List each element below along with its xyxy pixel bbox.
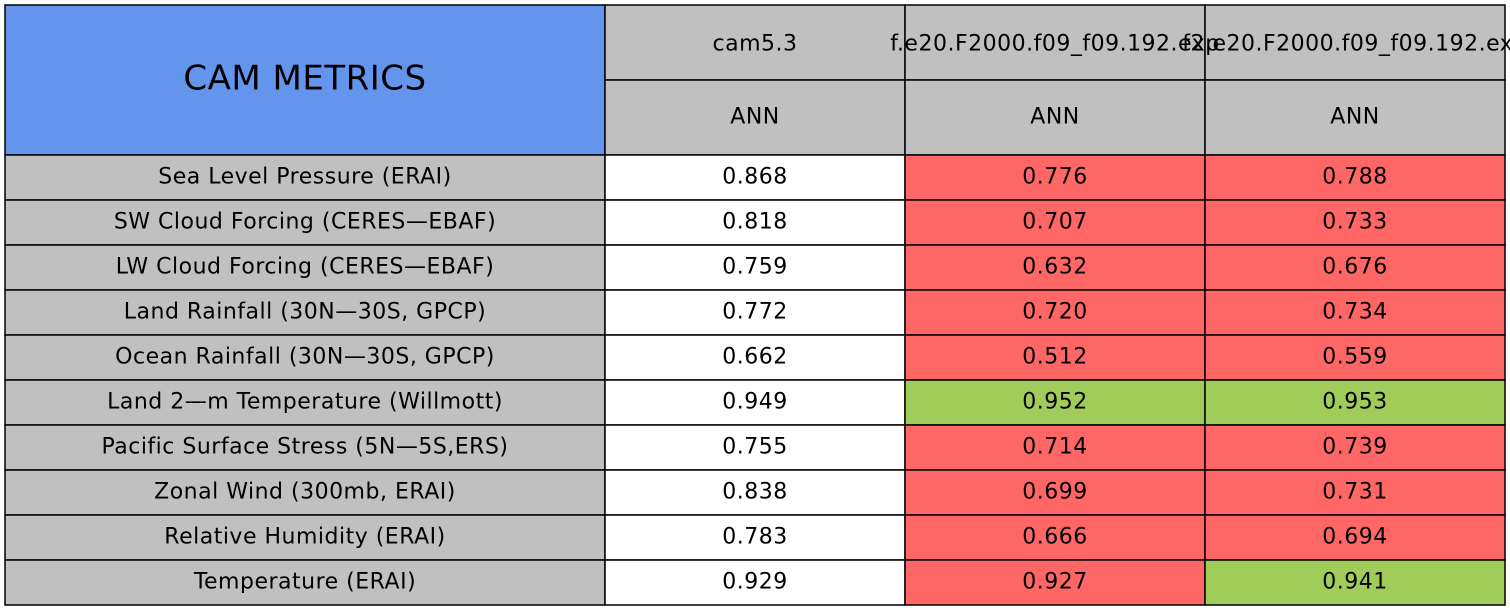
value-cell	[1204, 334, 1506, 381]
value-cell	[904, 289, 1206, 336]
value-cell	[904, 154, 1206, 201]
value: 0.734	[1322, 300, 1387, 325]
row-label: Temperature (ERAI)	[193, 570, 416, 595]
value-cell	[1204, 514, 1506, 561]
header-cell	[604, 4, 906, 81]
value-cell	[904, 244, 1206, 291]
value-cell	[604, 469, 906, 516]
row-label: Land Rainfall (30N—30S, GPCP)	[124, 300, 486, 325]
value: 0.759	[722, 255, 787, 280]
value: 0.788	[1322, 165, 1387, 190]
value: 0.949	[722, 390, 787, 415]
value: 0.755	[722, 435, 787, 460]
value-cell	[604, 289, 906, 336]
column-period: ANN	[1030, 105, 1079, 130]
row-label-cell	[4, 244, 606, 291]
row-label: Sea Level Pressure (ERAI)	[158, 165, 451, 190]
value: 0.868	[722, 165, 787, 190]
value: 0.676	[1322, 255, 1387, 280]
title-cell	[4, 4, 606, 156]
row-label: SW Cloud Forcing (CERES—EBAF)	[114, 210, 496, 235]
value: 0.838	[722, 480, 787, 505]
value: 0.733	[1322, 210, 1387, 235]
value-cell	[1204, 379, 1506, 426]
value-cell	[604, 244, 906, 291]
value: 0.941	[1322, 570, 1387, 595]
row-label: LW Cloud Forcing (CERES—EBAF)	[116, 255, 495, 280]
value: 0.952	[1022, 390, 1087, 415]
value-cell	[1204, 154, 1506, 201]
value: 0.929	[722, 570, 787, 595]
value: 0.953	[1322, 390, 1387, 415]
row-label: Zonal Wind (300mb, ERAI)	[154, 480, 456, 505]
value-cell	[1204, 559, 1506, 606]
row-label-cell	[4, 154, 606, 201]
value: 0.662	[722, 345, 787, 370]
value-cell	[904, 559, 1206, 606]
value: 0.720	[1022, 300, 1087, 325]
value: 0.694	[1322, 525, 1387, 550]
value: 0.632	[1022, 255, 1087, 280]
row-label: Ocean Rainfall (30N—30S, GPCP)	[115, 345, 495, 370]
column-name: f.e20.F2000.f09_f09.192.exp	[890, 32, 1219, 57]
row-label: Land 2—m Temperature (Willmott)	[107, 390, 503, 415]
value: 0.731	[1322, 480, 1387, 505]
row-label-cell	[4, 289, 606, 336]
period-cell	[604, 79, 906, 156]
value: 0.699	[1022, 480, 1087, 505]
value: 0.772	[722, 300, 787, 325]
header-cell	[1204, 4, 1506, 81]
row-label-cell	[4, 469, 606, 516]
value: 0.739	[1322, 435, 1387, 460]
value-cell	[1204, 289, 1506, 336]
value-cell	[904, 199, 1206, 246]
value: 0.666	[1022, 525, 1087, 550]
value-cell	[1204, 469, 1506, 516]
column-period: ANN	[1330, 105, 1379, 130]
value: 0.818	[722, 210, 787, 235]
row-label-cell	[4, 379, 606, 426]
column-name: cam5.3	[713, 32, 798, 57]
row-label: Pacific Surface Stress (5N—5S,ERS)	[101, 435, 508, 460]
value-cell	[904, 514, 1206, 561]
value: 0.783	[722, 525, 787, 550]
value: 0.512	[1022, 345, 1087, 370]
value: 0.559	[1322, 345, 1387, 370]
row-label-cell	[4, 199, 606, 246]
column-period: ANN	[730, 105, 779, 130]
column-name: f2.e20.F2000.f09_f09.192.exp	[1182, 32, 1510, 57]
header-cell	[904, 4, 1206, 81]
value-cell	[604, 379, 906, 426]
value: 0.707	[1022, 210, 1087, 235]
value: 0.776	[1022, 165, 1087, 190]
value: 0.714	[1022, 435, 1087, 460]
row-label-cell	[4, 514, 606, 561]
value-cell	[1204, 244, 1506, 291]
row-label: Relative Humidity (ERAI)	[164, 525, 445, 550]
period-cell	[904, 79, 1206, 156]
value-cell	[604, 334, 906, 381]
title: CAM METRICS	[183, 59, 426, 99]
value: 0.927	[1022, 570, 1087, 595]
value-cell	[604, 559, 906, 606]
